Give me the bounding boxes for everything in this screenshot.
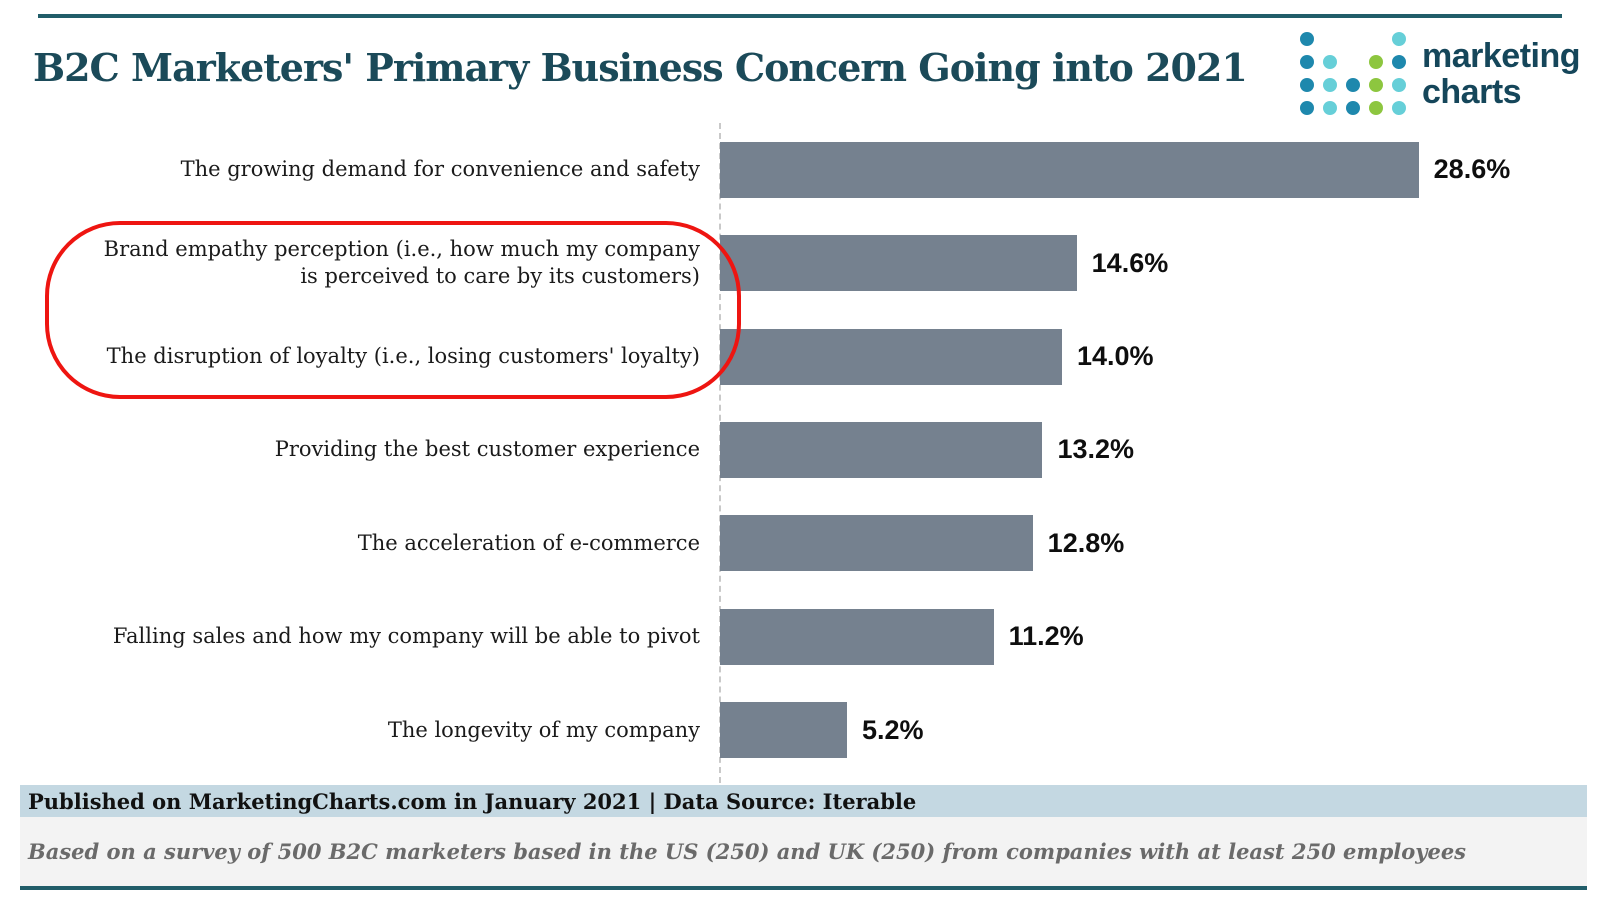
logo-dot-icon (1392, 101, 1406, 115)
highlight-oval-annotation (45, 221, 741, 399)
bar-track: 11.2% (720, 608, 1600, 665)
bar (720, 141, 1419, 198)
value-label: 28.6% (1433, 154, 1511, 185)
bar-track: 5.2% (720, 702, 1600, 759)
bar (720, 608, 994, 665)
logo-dot-icon (1392, 55, 1406, 69)
chart-row: The disruption of loyalty (i.e., losing … (0, 310, 1600, 403)
category-label: The growing demand for convenience and s… (180, 157, 700, 182)
top-divider (38, 14, 1562, 18)
chart-row: The acceleration of e-commerce 12.8% (0, 497, 1600, 590)
survey-note-band: Based on a survey of 500 B2C marketers b… (20, 817, 1587, 886)
value-label: 11.2% (1008, 621, 1084, 652)
chart-row: Falling sales and how my company will be… (0, 590, 1600, 683)
bar-track: 14.0% (720, 328, 1600, 385)
bar-track: 14.6% (720, 235, 1600, 292)
bar (720, 235, 1077, 292)
logo-dot-icon (1323, 55, 1337, 69)
logo-dot-icon (1392, 32, 1406, 46)
published-band: Published on MarketingCharts.com in Janu… (20, 785, 1587, 817)
bar (720, 702, 848, 759)
logo-dot-icon (1300, 78, 1314, 92)
logo-dot-icon (1300, 101, 1314, 115)
logo-dot-icon (1323, 101, 1337, 115)
category-label: Falling sales and how my company will be… (112, 624, 700, 649)
logo-dot-icon (1392, 78, 1406, 92)
logo-dot-icon (1300, 32, 1314, 46)
survey-note-text: Based on a survey of 500 B2C marketers b… (28, 839, 1467, 864)
header: B2C Marketers' Primary Business Concern … (33, 32, 1581, 120)
bar-track: 13.2% (720, 421, 1600, 478)
published-text: Published on MarketingCharts.com in Janu… (28, 788, 917, 814)
page-title: B2C Marketers' Primary Business Concern … (33, 45, 1248, 90)
chart-row: The longevity of my company 5.2% (0, 684, 1600, 777)
chart-row: The growing demand for convenience and s… (0, 123, 1600, 216)
bottom-divider (20, 886, 1587, 890)
logo-dot-icon (1369, 78, 1383, 92)
category-label: Providing the best customer experience (274, 437, 700, 462)
logo-dot-icon (1346, 101, 1360, 115)
logo-word-charts: charts (1422, 72, 1522, 111)
value-label: 14.0% (1077, 341, 1154, 372)
logo-wordmark: marketing charts (1422, 36, 1581, 111)
value-label: 14.6% (1091, 247, 1169, 278)
bar (720, 421, 1043, 478)
logo-dot-icon (1323, 78, 1337, 92)
logo-dot-grid-icon (1300, 32, 1406, 115)
logo-dot-icon (1300, 55, 1314, 69)
chart-rows: The growing demand for convenience and s… (0, 123, 1600, 777)
logo-word-marketing: marketing (1422, 36, 1581, 75)
category-label: The acceleration of e-commerce (357, 530, 700, 555)
chart-row: Providing the best customer experience 13… (0, 403, 1600, 496)
bar-track: 12.8% (720, 515, 1600, 572)
value-label: 5.2% (862, 714, 924, 745)
category-label: The longevity of my company (387, 717, 700, 742)
logo-dot-icon (1369, 101, 1383, 115)
bar-track: 28.6% (720, 141, 1600, 198)
bar (720, 328, 1062, 385)
logo-dot-icon (1346, 78, 1360, 92)
logo-dot-icon (1369, 55, 1383, 69)
marketing-charts-logo: marketing charts (1300, 32, 1581, 115)
value-label: 13.2% (1057, 434, 1135, 465)
value-label: 12.8% (1047, 527, 1125, 558)
bar (720, 515, 1033, 572)
